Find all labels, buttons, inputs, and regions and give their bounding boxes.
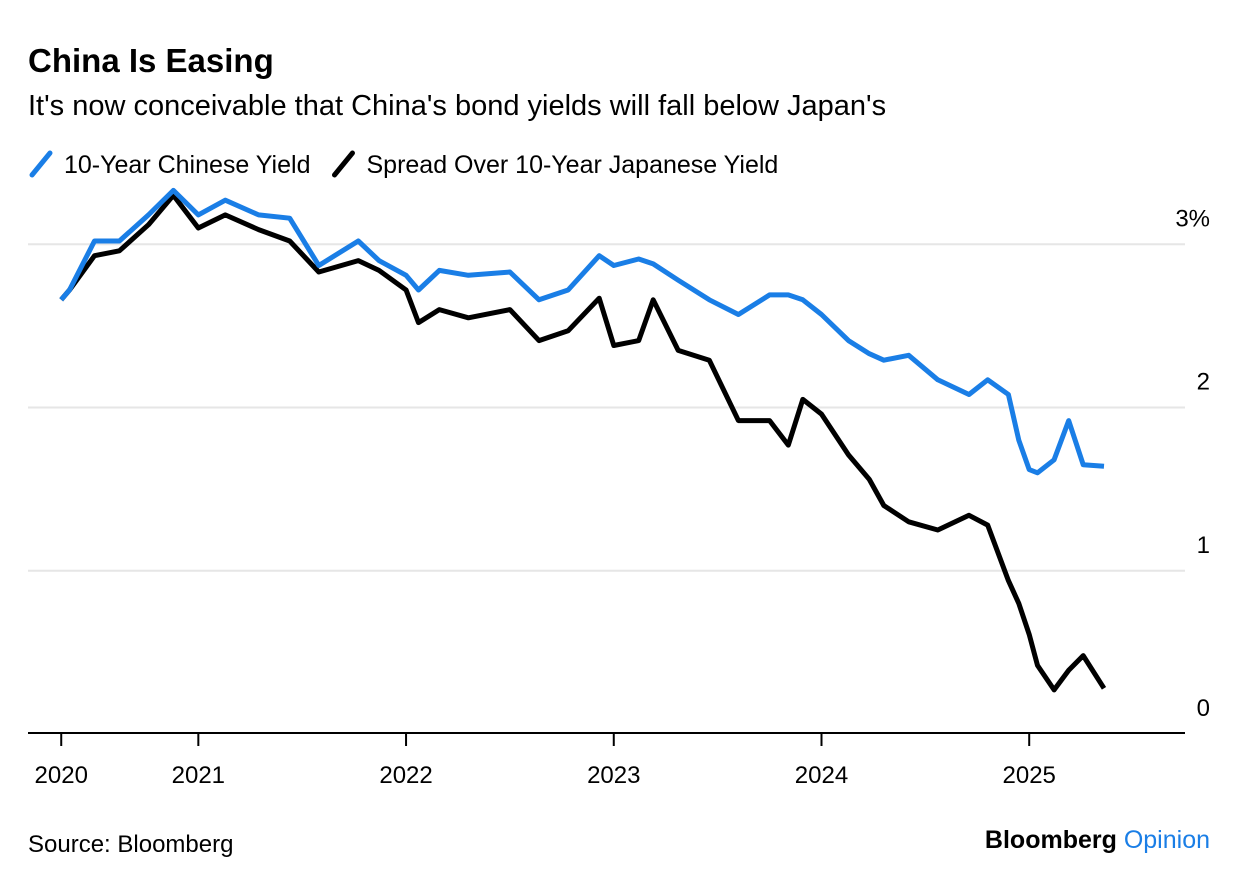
x-tick-label: 2022	[379, 762, 432, 789]
x-tick-label: 2024	[795, 762, 848, 789]
y-tick-label: 0	[1197, 695, 1210, 722]
legend-swatch	[331, 150, 355, 178]
y-tick-label: 1	[1197, 532, 1210, 559]
source: Source: Bloomberg	[28, 831, 233, 858]
x-tick-label: 2020	[35, 762, 88, 789]
y-tick-label: 2	[1197, 369, 1210, 396]
legend-label: 10-Year Chinese Yield	[64, 151, 310, 179]
series-line	[59, 192, 1107, 693]
brand-section: Opinion	[1124, 826, 1210, 854]
x-tick-label: 2023	[587, 762, 640, 789]
legend-swatch	[29, 150, 53, 178]
chart-title: China Is Easing	[28, 42, 274, 79]
x-tick-label: 2021	[172, 762, 225, 789]
brand: Bloomberg Opinion	[985, 826, 1210, 854]
legend-label: Spread Over 10-Year Japanese Yield	[366, 151, 778, 179]
brand-name: Bloomberg	[985, 826, 1117, 854]
series-line	[59, 187, 1105, 476]
x-tick-label: 2025	[1003, 762, 1056, 789]
y-tick-label: 3%	[1175, 205, 1210, 232]
chart-subtitle: It's now conceivable that China's bond y…	[28, 90, 886, 122]
